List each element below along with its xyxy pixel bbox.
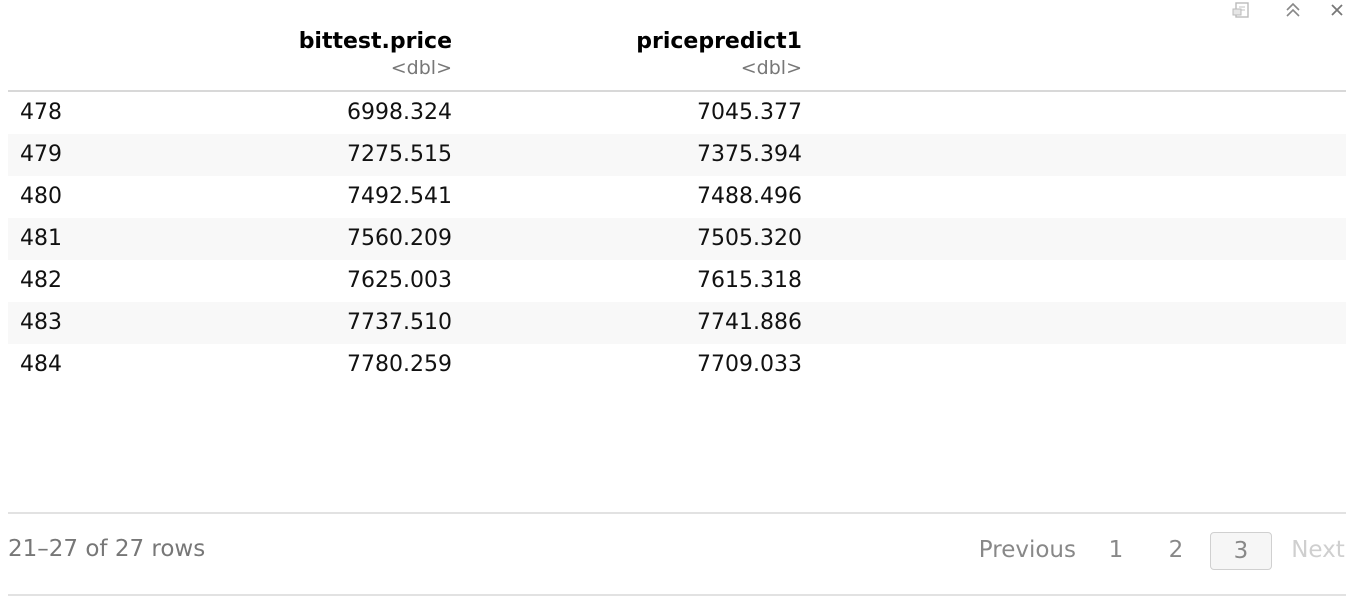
table-row: 482 7625.003 7615.318 [8, 260, 1346, 302]
cell-bittest-price: 7625.003 [347, 268, 452, 293]
cell-bittest-price: 7492.541 [347, 184, 452, 209]
table-row: 478 6998.324 7045.377 [8, 92, 1346, 134]
next-page-button[interactable]: Next [1291, 537, 1345, 563]
cell-bittest-price: 6998.324 [347, 100, 452, 125]
row-index: 478 [20, 100, 62, 125]
table-row: 484 7780.259 7709.033 [8, 344, 1346, 386]
table-row: 481 7560.209 7505.320 [8, 218, 1346, 260]
previous-page-button[interactable]: Previous [978, 537, 1076, 563]
table-row: 480 7492.541 7488.496 [8, 176, 1346, 218]
export-icon[interactable] [1232, 0, 1254, 20]
column-header-bittest-price[interactable]: bittest.price <dbl> [299, 28, 452, 80]
cell-bittest-price: 7737.510 [347, 310, 452, 335]
column-name: bittest.price [298, 29, 452, 54]
page-1-button[interactable]: 1 [1108, 537, 1124, 563]
cell-bittest-price: 7560.209 [347, 226, 452, 251]
close-icon[interactable] [1326, 0, 1348, 20]
cell-pricepredict1: 7709.033 [697, 352, 802, 377]
cell-pricepredict1: 7505.320 [697, 226, 802, 251]
row-index: 482 [20, 268, 62, 293]
row-index: 483 [20, 310, 62, 335]
row-index: 480 [20, 184, 62, 209]
row-count-info: 21–27 of 27 rows [8, 536, 206, 562]
column-header-pricepredict1[interactable]: pricepredict1 <dbl> [636, 28, 802, 80]
cell-pricepredict1: 7375.394 [697, 142, 802, 167]
row-index: 481 [20, 226, 62, 251]
cell-pricepredict1: 7045.377 [697, 100, 802, 125]
column-type: <dbl> [390, 57, 452, 79]
column-type: <dbl> [740, 57, 802, 79]
table-row: 483 7737.510 7741.886 [8, 302, 1346, 344]
page-2-button[interactable]: 2 [1168, 537, 1184, 563]
cell-bittest-price: 7780.259 [347, 352, 452, 377]
cell-pricepredict1: 7488.496 [697, 184, 802, 209]
cell-pricepredict1: 7615.318 [697, 268, 802, 293]
table-row: 479 7275.515 7375.394 [8, 134, 1346, 176]
row-index: 479 [20, 142, 62, 167]
column-name: pricepredict1 [636, 29, 802, 54]
cell-pricepredict1: 7741.886 [697, 310, 802, 335]
data-table: bittest.price <dbl> pricepredict1 <dbl> … [8, 22, 1346, 386]
page-3-button[interactable]: 3 [1210, 532, 1272, 570]
collapse-up-icon[interactable] [1282, 0, 1304, 20]
row-index: 484 [20, 352, 62, 377]
table-header: bittest.price <dbl> pricepredict1 <dbl> [8, 22, 1346, 92]
cell-bittest-price: 7275.515 [347, 142, 452, 167]
table-footer: 21–27 of 27 rows Previous 1 2 3 Next [8, 512, 1346, 596]
